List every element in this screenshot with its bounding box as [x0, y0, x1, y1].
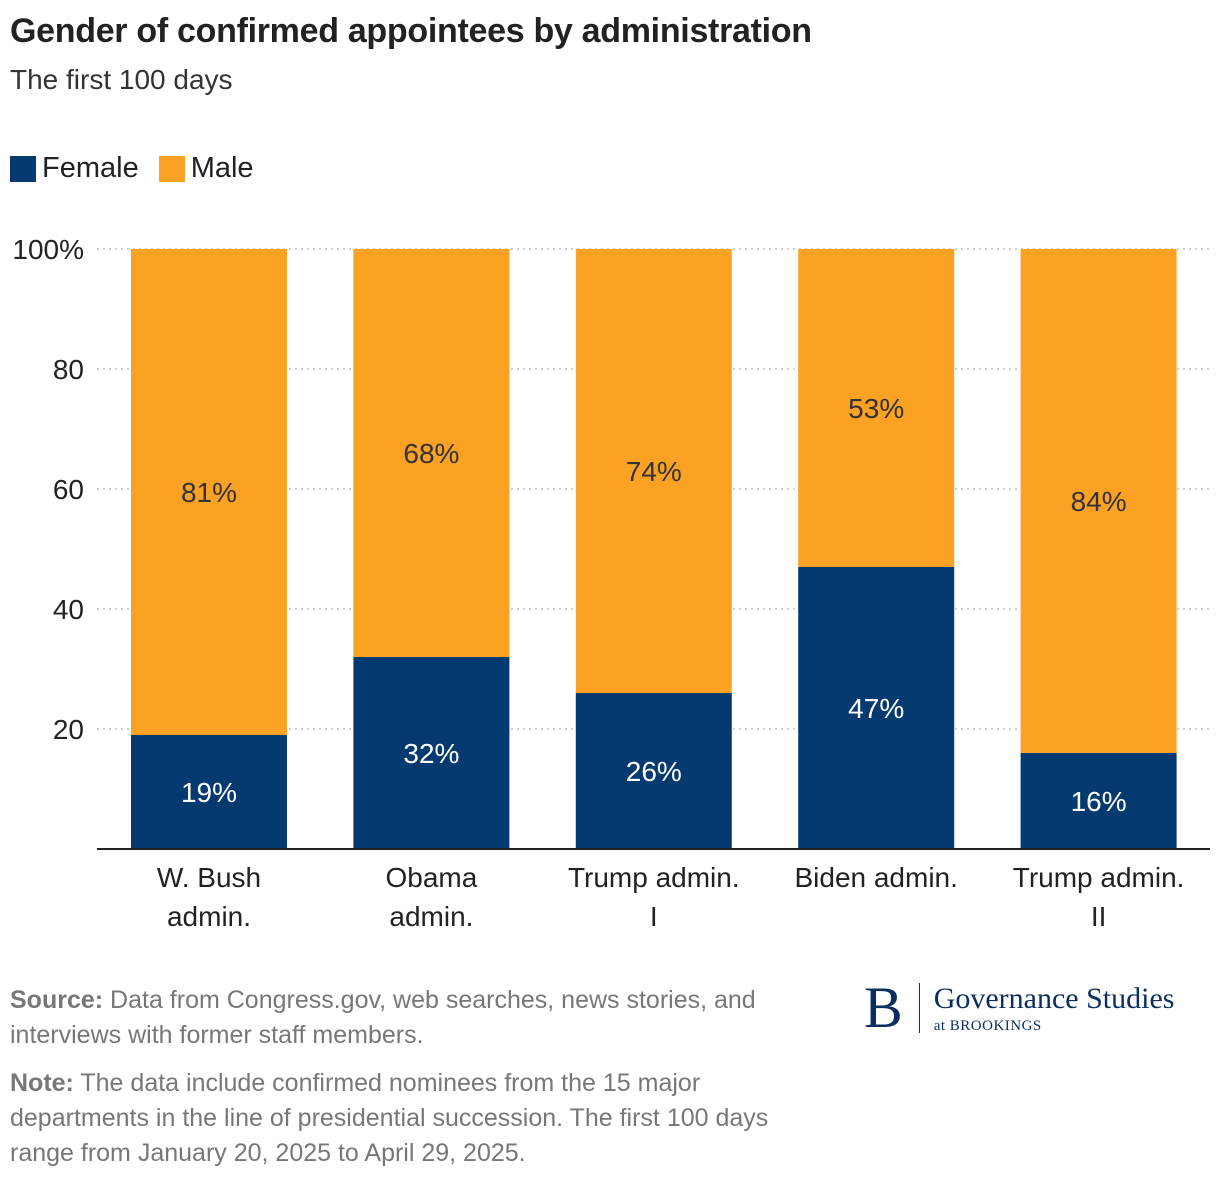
bar-male: [798, 249, 955, 567]
logo-name: Governance Studies: [933, 981, 1175, 1015]
data-note: Note: The data include confirmed nominee…: [10, 1066, 830, 1171]
data-label-male: 53%: [848, 393, 904, 424]
legend-label-male: Male: [190, 152, 254, 184]
chart-title: Gender of confirmed appointees by admini…: [10, 12, 812, 50]
logo-org: at BROOKINGS: [933, 1017, 1042, 1034]
data-label-female: 16%: [1071, 786, 1127, 817]
brookings-logo: B Governance Studies at BROOKINGS: [864, 975, 1175, 1040]
data-label-female: 47%: [848, 693, 904, 724]
data-label-female: 32%: [403, 738, 459, 769]
x-tick-label: Obama: [385, 862, 477, 893]
data-label-male: 81%: [181, 477, 237, 508]
x-tick-label: W. Bush: [157, 862, 261, 893]
bar-female: [575, 693, 732, 849]
x-tick-label: Trump admin.: [568, 862, 740, 893]
note-text: The data include confirmed nominees from…: [10, 1069, 769, 1167]
y-tick-label: 100%: [12, 234, 84, 265]
source-label: Source:: [10, 986, 104, 1014]
data-label-male: 68%: [403, 438, 459, 469]
x-tick-label: admin.: [389, 901, 473, 932]
x-tick-label: II: [1091, 901, 1107, 932]
legend-label-female: Female: [42, 152, 139, 184]
stacked-bar-chart: 20 40 60 80 100% 81% 19% W. Bush admin. 68% 32% Oba…: [12, 234, 1210, 932]
bar-male: [575, 249, 732, 693]
bar-male: [131, 249, 287, 735]
data-label-male: 74%: [626, 456, 682, 487]
bar-male: [1020, 249, 1177, 753]
bar-male: [353, 249, 510, 657]
bar-female: [798, 567, 955, 849]
legend-item-male: Male: [158, 152, 254, 185]
bar-female: [1020, 753, 1177, 849]
data-label-female: 26%: [626, 756, 682, 787]
x-tick-label: Biden admin.: [794, 862, 957, 893]
y-tick-label: 20: [53, 714, 84, 745]
x-tick-label: I: [650, 901, 658, 932]
x-tick-label: admin.: [167, 901, 251, 932]
data-label-male: 84%: [1071, 486, 1127, 517]
chart-subtitle: The first 100 days: [10, 64, 233, 95]
bar-female: [353, 657, 510, 849]
legend-swatch-female: [10, 155, 36, 182]
note-label: Note:: [10, 1069, 74, 1097]
logo-text: Governance Studies at BROOKINGS: [934, 982, 1175, 1035]
source-note: Source: Data from Congress.gov, web sear…: [10, 983, 830, 1053]
logo-letter: B: [864, 975, 903, 1040]
legend: Female Male: [10, 152, 274, 185]
x-tick-label: Trump admin.: [1013, 862, 1185, 893]
legend-swatch-male: [158, 155, 185, 182]
logo-divider: [918, 983, 920, 1033]
bar-female: [131, 735, 287, 849]
data-label-female: 19%: [181, 777, 237, 808]
legend-item-female: Female: [10, 152, 139, 185]
y-tick-label: 80: [53, 354, 84, 385]
y-tick-label: 60: [53, 474, 84, 505]
source-text: Data from Congress.gov, web searches, ne…: [10, 986, 756, 1049]
y-tick-label: 40: [53, 594, 84, 625]
